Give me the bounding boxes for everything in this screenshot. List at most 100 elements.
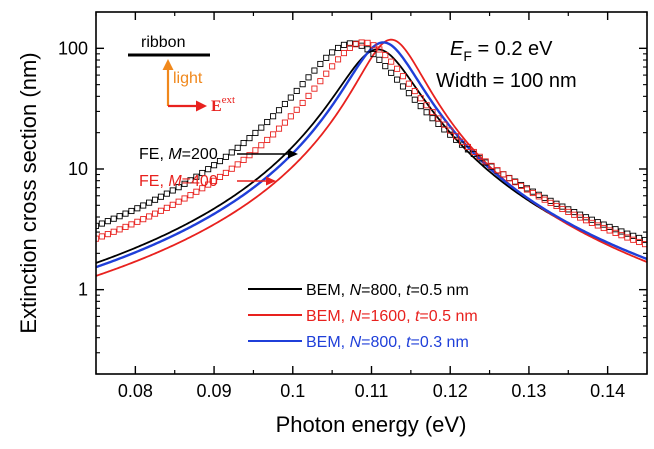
data-point (476, 153, 483, 160)
data-point (594, 219, 601, 226)
x-tick-label: 0.13 (511, 381, 546, 401)
data-point (193, 188, 200, 195)
data-point (169, 187, 176, 194)
data-point (388, 69, 395, 76)
data-point (458, 138, 466, 145)
data-point (299, 99, 306, 107)
data-point (565, 208, 572, 215)
data-point (175, 198, 182, 205)
data-point (323, 54, 330, 61)
data-point (157, 207, 164, 214)
fermi-energy-label: EF = 0.2 eV (450, 38, 553, 64)
data-point (417, 95, 424, 102)
data-point (234, 144, 241, 151)
data-point (222, 169, 229, 176)
data-point (270, 131, 277, 138)
data-point (453, 136, 460, 143)
inset-illustration: ribbon light Eext (128, 34, 235, 115)
legend-text: BEM, N=800, t=0.5 nm (306, 282, 469, 299)
data-point (594, 222, 601, 229)
data-point (346, 44, 353, 51)
data-point (293, 87, 300, 94)
data-point (411, 96, 418, 103)
data-point (246, 135, 253, 142)
ribbon-label: ribbon (141, 34, 185, 51)
data-point (376, 46, 383, 53)
data-point (382, 63, 389, 70)
data-point (151, 210, 159, 217)
data-point (252, 129, 259, 137)
data-point (199, 185, 206, 192)
data-point (500, 171, 507, 178)
data-point (388, 58, 395, 65)
data-point (258, 142, 265, 149)
data-point (606, 227, 613, 234)
data-point (529, 189, 536, 197)
data-point (104, 218, 111, 225)
data-point (559, 205, 566, 213)
x-tick-label: 0.11 (355, 381, 389, 401)
data-point (630, 236, 637, 243)
data-point (423, 102, 430, 109)
data-point (281, 100, 288, 108)
data-point (305, 92, 312, 99)
data-point (482, 158, 489, 165)
data-point (240, 156, 247, 163)
data-point (405, 80, 412, 87)
data-point (264, 118, 271, 126)
data-point (370, 51, 377, 58)
fe-m200-label: FE, M=200 (139, 146, 218, 163)
x-tick-label: 0.09 (197, 381, 232, 401)
data-point (252, 147, 259, 154)
data-point (394, 76, 401, 83)
legend-entry-bem-n1600-t05: BEM, N=1600, t=0.5 nm (248, 308, 478, 325)
data-point (423, 109, 430, 116)
data-point (293, 106, 300, 113)
data-point (411, 88, 418, 95)
data-point (228, 165, 235, 172)
x-axis-label: Photon energy (eV) (276, 412, 467, 437)
data-point (512, 179, 519, 186)
data-point (582, 217, 590, 224)
data-point (335, 56, 342, 63)
data-point (358, 42, 365, 49)
data-point (382, 52, 389, 59)
data-point (340, 50, 348, 57)
data-point (553, 202, 560, 210)
data-point (317, 60, 324, 68)
data-point (181, 180, 188, 187)
data-point (612, 229, 619, 236)
data-point (187, 192, 194, 199)
data-point (128, 207, 135, 215)
plot-frame (95, 11, 648, 375)
fe-m400-label: FE, M=400 (139, 173, 218, 190)
data-point (464, 143, 471, 151)
data-point (287, 113, 294, 120)
data-point (299, 81, 306, 88)
x-tick-label: 0.1 (280, 381, 305, 401)
data-point (193, 173, 200, 180)
data-point (588, 216, 595, 223)
light-label: light (173, 70, 203, 87)
data-point (453, 133, 460, 140)
data-point (394, 65, 401, 72)
data-point (618, 228, 625, 235)
data-point (311, 67, 318, 74)
data-point (264, 136, 271, 143)
data-point (624, 234, 631, 241)
data-point (110, 215, 117, 222)
data-point (358, 39, 365, 46)
data-point (606, 223, 613, 230)
data-point (317, 78, 324, 85)
data-point (547, 199, 554, 206)
data-point (246, 152, 253, 159)
data-point (323, 70, 330, 77)
series-layer (96, 38, 647, 277)
legend: BEM, N=800, t=0.5 nm BEM, N=1600, t=0.5 … (248, 282, 478, 351)
data-point (211, 162, 218, 169)
data-point (399, 73, 407, 80)
data-point (588, 219, 595, 226)
data-point (270, 113, 277, 120)
